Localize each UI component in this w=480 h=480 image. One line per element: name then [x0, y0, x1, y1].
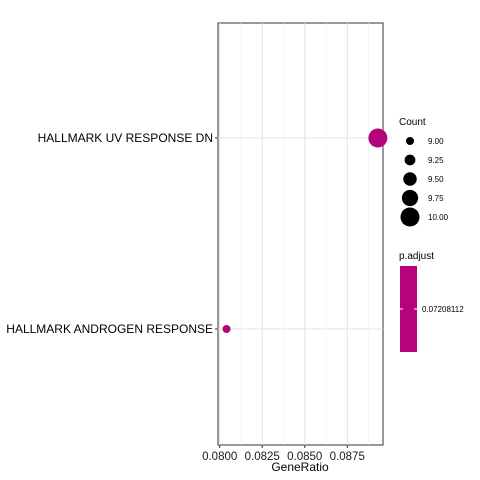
- size-legend-key: [406, 137, 414, 145]
- legend: Count 9.00 9.25 9.50 9.75 10.00 p.adjust 0.0…: [399, 117, 464, 352]
- size-legend-label: 10.00: [428, 213, 449, 222]
- x-axis: 0.0800 0.0825 0.0850 0.0875: [202, 445, 365, 463]
- data-point: [222, 325, 231, 333]
- x-tick-label: 0.0825: [245, 451, 280, 463]
- size-legend-key: [403, 172, 417, 186]
- size-legend-title: Count: [399, 117, 426, 128]
- category-labels: HALLMARK UV RESPONSE DN HALLMARK ANDROGEN…: [6, 131, 218, 336]
- size-legend-label: 9.00: [428, 137, 444, 146]
- size-legend-key: [400, 207, 420, 227]
- color-legend-title: p.adjust: [399, 251, 434, 262]
- size-legend-label: 9.75: [428, 194, 444, 203]
- color-legend: 0.07208112: [400, 266, 464, 352]
- category-label: HALLMARK ANDROGEN RESPONSE: [6, 322, 213, 336]
- size-legend-label: 9.25: [428, 156, 444, 165]
- size-legend-label: 9.50: [428, 175, 444, 184]
- grid-lines: [218, 23, 383, 445]
- x-tick-label: 0.0800: [202, 451, 237, 463]
- colorbar-label: 0.07208112: [422, 305, 464, 314]
- x-tick-label: 0.0875: [330, 451, 365, 463]
- size-legend-key: [404, 154, 416, 166]
- data-points: [222, 128, 388, 333]
- plot-panel: [217, 22, 384, 446]
- size-legend: 9.00 9.25 9.50 9.75 10.00: [400, 137, 449, 227]
- colorbar: [400, 266, 417, 352]
- data-point: [368, 128, 388, 148]
- category-label: HALLMARK UV RESPONSE DN: [38, 131, 213, 145]
- x-tick-label: 0.0850: [287, 451, 322, 463]
- x-axis-title: GeneRatio: [271, 460, 329, 474]
- size-legend-key: [401, 189, 419, 207]
